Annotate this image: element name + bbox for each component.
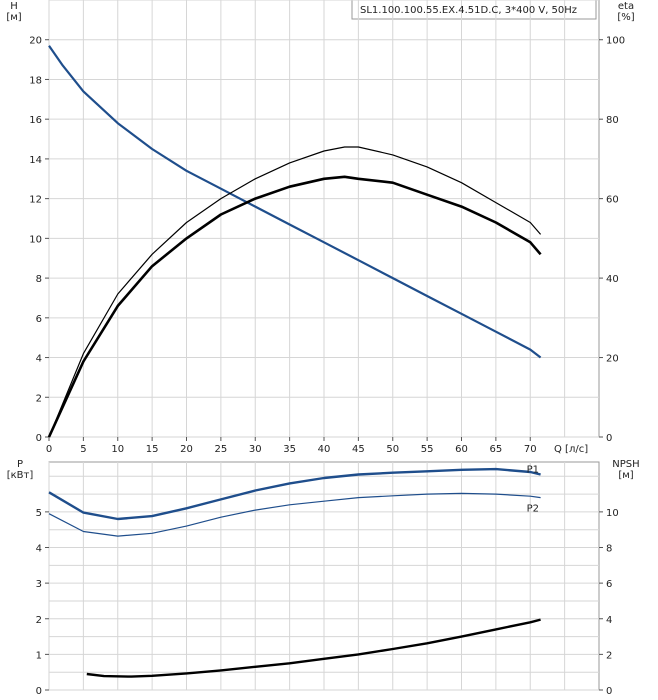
p-tick-label: 2 — [36, 615, 42, 626]
p-tick-label: 0 — [36, 686, 42, 697]
x-tick-label: 50 — [386, 444, 399, 455]
y-tick-label: 10 — [29, 234, 42, 245]
y-tick-label: 16 — [29, 115, 42, 126]
npsh-tick-label: 8 — [606, 544, 612, 555]
x-tick-label: 0 — [46, 444, 52, 455]
efficiency-curve-bold — [47, 175, 542, 438]
x-tick-label: 10 — [111, 444, 124, 455]
y2-tick-label: 20 — [606, 354, 619, 365]
y-tick-label: 18 — [29, 75, 42, 86]
y-tick-label: 6 — [36, 314, 42, 325]
y2-tick-label: 0 — [606, 433, 612, 444]
x-tick-label: 60 — [455, 444, 468, 455]
x-tick-label: 35 — [283, 444, 296, 455]
p-tick-label: 3 — [36, 579, 42, 590]
x-tick-label: 45 — [352, 444, 365, 455]
y2-tick-label: 80 — [606, 115, 619, 126]
x-tick-label: 55 — [421, 444, 434, 455]
y2-axis-label: eta [%] — [617, 1, 634, 23]
y-tick-label: 2 — [36, 393, 42, 404]
x-tick-label: 65 — [490, 444, 503, 455]
x-tick-label: 5 — [80, 444, 86, 455]
npsh-tick-label: 2 — [606, 650, 612, 661]
y-tick-label: 4 — [36, 354, 42, 365]
y-tick-label: 12 — [29, 195, 42, 206]
npsh-tick-label: 6 — [606, 579, 612, 590]
title-box — [351, 0, 597, 20]
chart-title: SL1.100.100.55.EX.4.51D.C, 3*400 V, 50Hz — [360, 5, 577, 16]
power-curve-p2 — [48, 492, 541, 537]
efficiency-curve-thin — [48, 146, 542, 438]
power-curve-p1 — [48, 467, 541, 521]
npsh-tick-label: 0 — [606, 686, 612, 697]
x-tick-label: 70 — [524, 444, 537, 455]
x-tick-label: 40 — [318, 444, 331, 455]
x-tick-label: 15 — [146, 444, 159, 455]
p-axis-label: P [кВт] — [7, 459, 34, 481]
y2-tick-label: 60 — [606, 195, 619, 206]
y2-tick-label: 100 — [606, 36, 625, 47]
y2-tick-label: 40 — [606, 274, 619, 285]
y-tick-label: 0 — [36, 433, 42, 444]
npsh-tick-label: 4 — [606, 615, 612, 626]
p-tick-label: 5 — [36, 508, 42, 519]
y-tick-label: 20 — [29, 36, 42, 47]
x-axis-label: Q [л/с] — [554, 444, 588, 455]
npsh-tick-label: 10 — [606, 508, 619, 519]
npsh-curve — [86, 618, 541, 678]
p-tick-label: 1 — [36, 650, 42, 661]
series-label-p2: P2 — [527, 504, 539, 515]
y-tick-label: 14 — [29, 155, 42, 166]
x-tick-label: 20 — [180, 444, 193, 455]
x-tick-label: 25 — [215, 444, 228, 455]
x-tick-label: 30 — [249, 444, 262, 455]
series-label-p1: P1 — [527, 464, 539, 475]
p-tick-label: 4 — [36, 544, 42, 555]
npsh-axis-label: NPSH [м] — [612, 459, 639, 481]
head-curve — [48, 45, 542, 359]
y-tick-label: 8 — [36, 274, 42, 285]
y-axis-label: H [м] — [6, 1, 21, 23]
